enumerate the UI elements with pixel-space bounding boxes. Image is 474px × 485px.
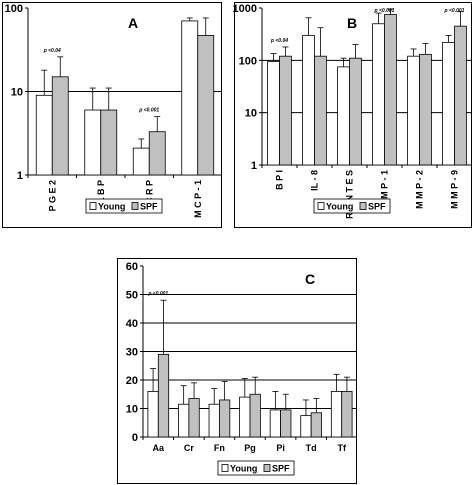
bar-spf-lbp <box>100 109 118 176</box>
bar-young-aa <box>147 390 159 438</box>
legend-label-spf: SPF <box>368 202 386 212</box>
bar-spf-pg <box>249 393 261 438</box>
x-category-label: Pg <box>244 443 256 453</box>
x-category-label: L B P <box>96 180 106 203</box>
y-tick-label: 100 <box>5 3 23 15</box>
legend: Young SPF <box>217 460 295 476</box>
y-tick-label: 10 <box>245 108 257 120</box>
bar-spf-pge2 <box>51 76 69 176</box>
y-tick-label: 1000 <box>233 3 257 15</box>
x-category-label: M M P - 9 <box>450 170 460 209</box>
x-category-label: B P I <box>275 170 285 190</box>
bar-spf-rantes <box>349 57 362 166</box>
bar-spf-fn <box>219 399 231 438</box>
x-category-label: Td <box>306 443 317 453</box>
bar-young-mcp-1 <box>181 20 199 176</box>
x-category-label: Pi <box>276 443 285 453</box>
p-value-annotation: p <0.04 <box>43 48 61 54</box>
bar-young-mmp-1 <box>372 23 385 166</box>
bar-spf-tf <box>341 390 353 438</box>
bar-young-pg <box>239 396 251 438</box>
legend: Young SPF <box>313 198 391 214</box>
x-category-label: P G E 2 <box>47 180 57 211</box>
legend-label-young: Young <box>98 202 125 212</box>
legend-swatch-young <box>89 202 97 210</box>
bar-spf-mmp-1 <box>384 14 397 166</box>
panel-letter: C <box>305 271 315 287</box>
y-tick-label: 40 <box>126 318 138 330</box>
legend-label-spf: SPF <box>272 464 290 474</box>
x-category-label: Cr <box>184 443 194 453</box>
y-tick-label: 10 <box>11 87 23 99</box>
y-tick-label: 1 <box>251 160 257 172</box>
legend-box <box>85 198 163 214</box>
bar-spf-crp <box>148 131 166 176</box>
bar-spf-bpi <box>279 55 292 166</box>
legend-box <box>313 198 391 214</box>
x-category-label: Tf <box>337 443 346 453</box>
x-category-label: C R P <box>144 180 154 204</box>
panel-border <box>234 2 472 228</box>
p-value-annotation: p <0.04 <box>270 38 288 44</box>
legend: Young SPF <box>85 198 163 214</box>
bar-spf-cr <box>188 398 200 438</box>
bar-spf-mcp-1 <box>197 34 215 176</box>
legend-label-young: Young <box>230 464 257 474</box>
bar-young-bpi <box>267 61 280 166</box>
bar-young-pge2 <box>35 94 53 176</box>
legend-box <box>217 460 295 476</box>
bar-young-lbp <box>84 109 102 176</box>
chart-panel-b: 1000 100 10 1 B P I IL - 8 R A N T E S M M P - … <box>233 2 472 228</box>
bar-spf-td <box>310 412 322 438</box>
bar-spf-mmp-9 <box>454 25 467 166</box>
legend-label-young: Young <box>326 202 353 212</box>
p-value-annotation: p <0.001 <box>374 8 395 14</box>
bar-young-crp <box>132 147 150 176</box>
legend-swatch-spf <box>359 202 367 210</box>
legend-swatch-young <box>221 464 229 472</box>
y-tick-label: 60 <box>126 261 138 273</box>
x-category-label: M M P - 1 <box>380 170 390 209</box>
legend-label-spf: SPF <box>140 202 158 212</box>
y-tick-label: 100 <box>239 55 257 67</box>
bar-young-mmp-2 <box>407 55 420 166</box>
bar-young-td <box>300 415 312 438</box>
legend-swatch-spf <box>131 202 139 210</box>
bar-spf-il-8 <box>314 55 327 166</box>
panel-letter: A <box>128 15 138 31</box>
x-category-label: Fn <box>214 443 225 453</box>
y-tick-label: 1 <box>17 170 23 182</box>
legend-swatch-spf <box>263 464 271 472</box>
x-category-label: R A N T E S <box>345 170 355 219</box>
bar-young-tf <box>330 390 343 438</box>
panel-border <box>2 2 222 228</box>
y-tick-label: 30 <box>126 347 138 359</box>
chart-panel-a: 100 10 1 P G E 2 L B P C R P M C P - 1 p <0.04 p… <box>2 2 222 228</box>
p-value-annotation: p <0.001 <box>138 108 159 114</box>
bar-spf-aa <box>157 353 170 438</box>
y-tick-label: 50 <box>126 290 138 302</box>
p-value-annotation: p <0.001 <box>147 291 168 297</box>
chart-panel-c: 60 50 40 30 20 10 0 Aa Cr Fn Pg Pi Td Tf p <0.001 C Youn… <box>117 258 357 484</box>
x-category-label: Aa <box>153 443 165 453</box>
bar-spf-pi <box>280 409 292 438</box>
bar-spf-mmp-2 <box>419 53 432 166</box>
y-tick-label: 0 <box>132 432 138 444</box>
y-tick-label: 20 <box>126 375 138 387</box>
panel-border <box>117 258 357 484</box>
x-category-label: M C P - 1 <box>193 180 203 218</box>
bar-young-mmp-9 <box>442 42 455 166</box>
p-value-annotation: p <0.001 <box>444 8 465 14</box>
x-category-label: IL - 8 <box>310 170 320 191</box>
x-category-label: M M P - 2 <box>415 170 425 209</box>
bar-young-fn <box>208 403 220 438</box>
legend-swatch-young <box>317 202 325 210</box>
y-tick-label: 10 <box>126 404 138 416</box>
bar-young-cr <box>178 403 190 438</box>
bar-young-il-8 <box>302 34 315 166</box>
bar-young-rantes <box>337 66 350 166</box>
panel-letter: B <box>347 15 357 31</box>
bar-young-pi <box>269 409 281 438</box>
